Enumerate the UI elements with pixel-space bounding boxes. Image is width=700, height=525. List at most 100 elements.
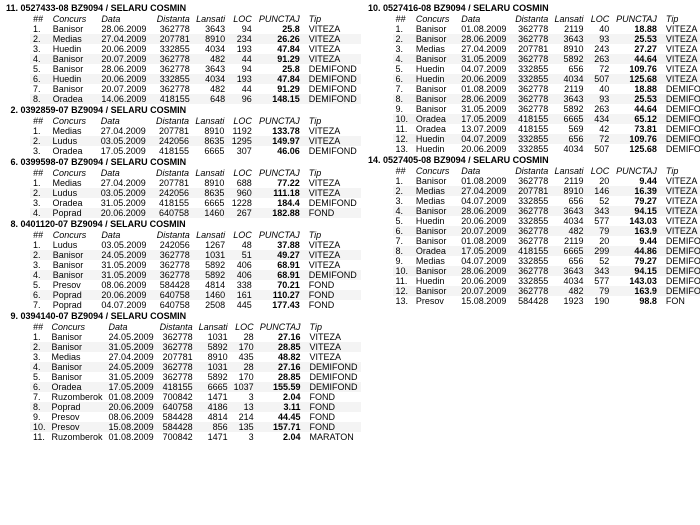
table-row: 12.Banisor20.07.200936277848279163.9DEMI… [393, 286, 700, 296]
cell-distanta: 332855 [511, 144, 551, 154]
cell-distanta: 584428 [511, 296, 551, 306]
cell-date: 08.06.2009 [98, 280, 152, 290]
table-row: 8.Oradea14.06.200941815564896148.15DEMIF… [30, 94, 361, 104]
cell-num: 10. [30, 422, 49, 432]
cell-concurs: Banisor [413, 94, 458, 104]
cell-distanta: 332855 [511, 74, 551, 84]
cell-date: 03.05.2009 [98, 240, 152, 250]
table-header-row: ##ConcursDataDistantaLansatiLOCPUNCTAJTi… [30, 322, 361, 332]
cell-punctaj: 79.27 [612, 196, 660, 206]
cell-distanta: 362778 [511, 34, 551, 44]
cell-punctaj: 27.16 [257, 332, 304, 342]
cell-date: 28.06.2009 [98, 64, 152, 74]
cell-concurs: Oradea [50, 146, 98, 156]
cell-date: 15.08.2009 [458, 296, 511, 306]
cell-distanta: 362778 [511, 94, 551, 104]
cell-punctaj: 70.21 [255, 280, 303, 290]
col-data: Data [98, 168, 152, 178]
cell-distanta: 584428 [157, 422, 196, 432]
col-tip: Tip [660, 14, 700, 24]
col-loc: LOC [586, 166, 612, 176]
col-num: ## [30, 116, 50, 126]
section-owner: BZ9094 / SELARU COSMIN [71, 219, 186, 229]
cell-concurs: Ruzomberok [49, 392, 106, 402]
cell-date: 20.07.2009 [458, 286, 511, 296]
cell-loc: 406 [228, 270, 255, 280]
cell-date: 20.06.2009 [458, 144, 511, 154]
cell-punctaj: 44.45 [257, 412, 304, 422]
cell-lansati: 1471 [196, 392, 231, 402]
cell-date: 20.07.2009 [98, 84, 152, 94]
cell-concurs: Poprad [50, 208, 98, 218]
cell-distanta: 418155 [511, 114, 551, 124]
cell-lansati: 1460 [193, 290, 228, 300]
cell-date: 04.07.2009 [458, 64, 511, 74]
cell-concurs: Presov [49, 412, 106, 422]
cell-lansati: 856 [196, 422, 231, 432]
cell-distanta: 332855 [153, 44, 193, 54]
cell-distanta: 362778 [153, 250, 193, 260]
table-row: 10.Presov15.08.2009584428856135157.71FON… [30, 422, 361, 432]
table-row: 1.Banisor24.05.200936277810312827.16VITE… [30, 332, 361, 342]
table-row: 2.Banisor31.05.2009362778589217028.85VIT… [30, 342, 361, 352]
col-concurs: Concurs [50, 230, 99, 240]
cell-lansati: 6665 [192, 146, 227, 156]
cell-num: 7. [30, 300, 50, 310]
cell-loc: 51 [228, 250, 255, 260]
cell-lansati: 6665 [192, 198, 227, 208]
cell-lansati: 1031 [193, 250, 228, 260]
cell-loc: 507 [586, 144, 612, 154]
cell-date: 20.06.2009 [98, 290, 152, 300]
cell-num: 2. [30, 34, 50, 44]
cell-distanta: 584428 [153, 280, 193, 290]
cell-num: 8. [393, 94, 413, 104]
cell-num: 6. [30, 74, 50, 84]
cell-distanta: 332855 [511, 216, 551, 226]
table-row: 4.Banisor31.05.2009362778589240668.91DEM… [30, 270, 361, 280]
cell-tip: FOND [304, 402, 361, 412]
cell-punctaj: 18.88 [612, 84, 660, 94]
cell-punctaj: 163.9 [612, 226, 660, 236]
table-row: 3.Banisor31.05.2009362778589240668.91VIT… [30, 260, 361, 270]
cell-num: 2. [393, 34, 413, 44]
cell-concurs: Ludus [50, 136, 98, 146]
section-owner: BZ9094 / SELARU COSMIN [434, 3, 549, 13]
col-data: Data [98, 230, 152, 240]
cell-punctaj: 3.11 [257, 402, 304, 412]
cell-loc: 72 [586, 134, 612, 144]
cell-punctaj: 49.27 [255, 250, 303, 260]
col-loc: LOC [227, 116, 254, 126]
cell-distanta: 418155 [511, 124, 551, 134]
col-punctaj: PUNCTAJ [612, 166, 660, 176]
cell-distanta: 418155 [152, 146, 192, 156]
cell-loc: 3 [231, 432, 257, 442]
cell-tip: VITEZA [660, 24, 700, 34]
cell-concurs: Huedin [413, 216, 458, 226]
cell-concurs: Banisor [50, 270, 99, 280]
cell-distanta: 418155 [152, 198, 192, 208]
cell-concurs: Oradea [413, 114, 458, 124]
cell-punctaj: 125.68 [612, 74, 660, 84]
section-header: 11. 0527433-08 BZ9094 / SELARU COSMIN [2, 2, 361, 14]
results-table: ##ConcursDataDistantaLansatiLOCPUNCTAJTi… [393, 166, 700, 306]
cell-num: 1. [393, 176, 413, 186]
cell-tip: VITEZA [303, 24, 361, 34]
section-id: 0401120-07 [21, 219, 69, 229]
cell-num: 6. [393, 226, 413, 236]
table-row: 5.Presov08.06.2009584428481433870.21FOND [30, 280, 361, 290]
cell-tip: VITEZA [304, 342, 361, 352]
table-row: 2.Medias27.04.2009207781891014616.39VITE… [393, 186, 700, 196]
cell-concurs: Huedin [50, 74, 99, 84]
col-loc: LOC [228, 230, 255, 240]
cell-tip: DEMIFON [660, 104, 700, 114]
cell-date: 01.08.2009 [106, 392, 157, 402]
col-num: ## [393, 166, 413, 176]
cell-distanta: 332855 [511, 134, 551, 144]
cell-lansati: 8910 [192, 178, 227, 188]
cell-lansati: 2508 [193, 300, 228, 310]
cell-tip: DEMIFON [660, 256, 700, 266]
cell-tip: VITEZA [303, 34, 361, 44]
cell-num: 4. [30, 270, 50, 280]
cell-distanta: 362778 [157, 342, 196, 352]
section-header: 8. 0401120-07 BZ9094 / SELARU COSMIN [2, 218, 361, 230]
